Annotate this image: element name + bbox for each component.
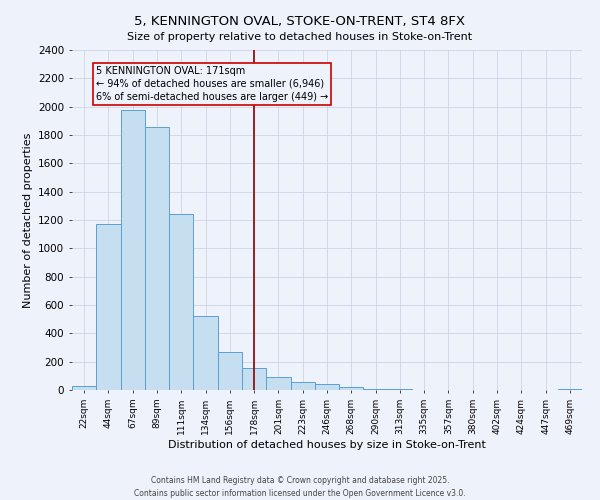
Text: Size of property relative to detached houses in Stoke-on-Trent: Size of property relative to detached ho… bbox=[127, 32, 473, 42]
Bar bbox=[96, 224, 121, 390]
Bar bbox=[145, 126, 169, 390]
Y-axis label: Number of detached properties: Number of detached properties bbox=[23, 132, 32, 308]
Bar bbox=[290, 382, 315, 390]
Text: 5 KENNINGTON OVAL: 171sqm
← 94% of detached houses are smaller (6,946)
6% of sem: 5 KENNINGTON OVAL: 171sqm ← 94% of detac… bbox=[96, 66, 329, 102]
Bar bbox=[193, 316, 218, 390]
Bar bbox=[218, 352, 242, 390]
Bar bbox=[339, 387, 364, 390]
Bar bbox=[266, 378, 290, 390]
Bar bbox=[169, 214, 193, 390]
Bar bbox=[315, 384, 339, 390]
Text: Contains HM Land Registry data © Crown copyright and database right 2025.
Contai: Contains HM Land Registry data © Crown c… bbox=[134, 476, 466, 498]
X-axis label: Distribution of detached houses by size in Stoke-on-Trent: Distribution of detached houses by size … bbox=[168, 440, 486, 450]
Bar bbox=[72, 386, 96, 390]
Bar bbox=[242, 368, 266, 390]
Bar bbox=[364, 388, 388, 390]
Bar bbox=[558, 388, 582, 390]
Bar bbox=[121, 110, 145, 390]
Text: 5, KENNINGTON OVAL, STOKE-ON-TRENT, ST4 8FX: 5, KENNINGTON OVAL, STOKE-ON-TRENT, ST4 … bbox=[134, 15, 466, 28]
